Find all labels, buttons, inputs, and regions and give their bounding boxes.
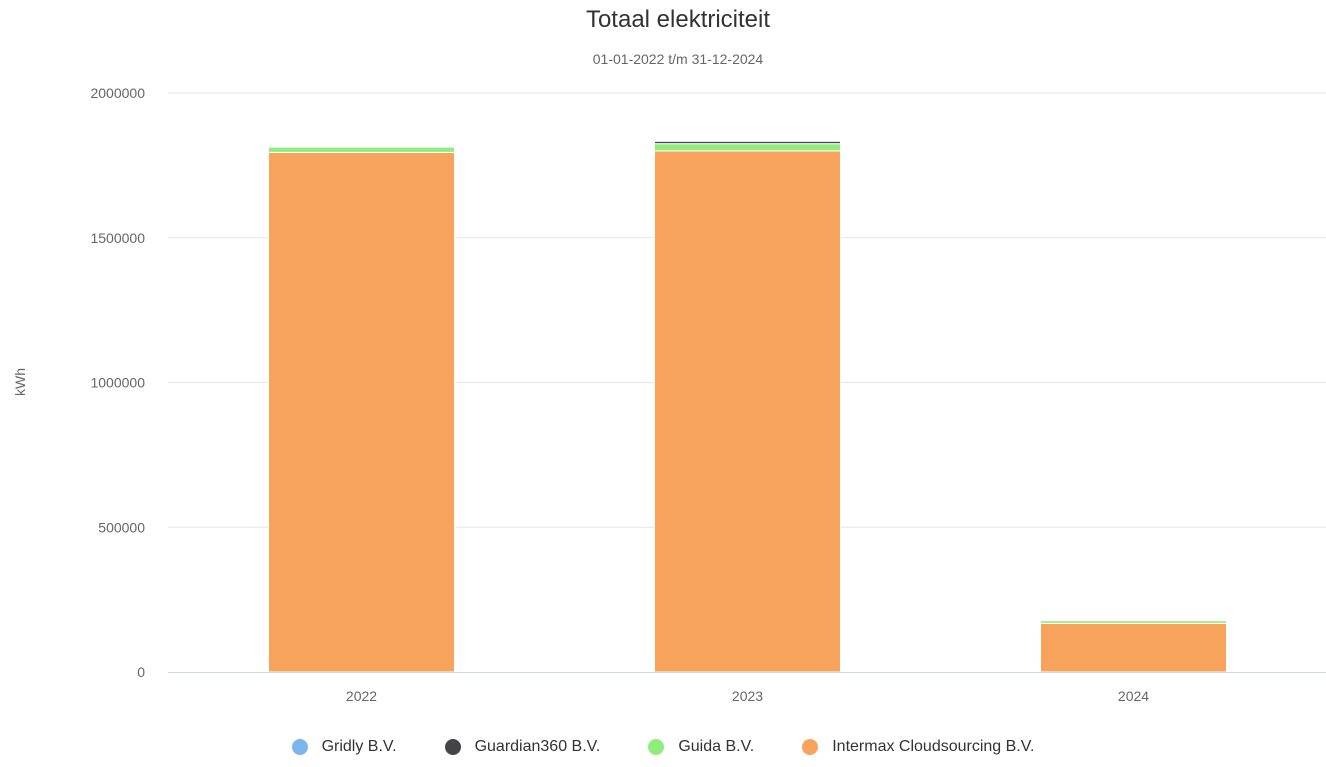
chart-subtitle: 01-01-2022 t/m 31-12-2024 <box>592 51 764 67</box>
y-axis-ticks: 0 500000 1000000 1500000 2000000 <box>90 85 145 680</box>
bar-segment[interactable] <box>654 140 841 145</box>
legend-item[interactable]: Intermax Cloudsourcing B.V. <box>802 738 1034 756</box>
chart-title: Totaal elektriciteit <box>585 6 771 33</box>
y-tick-label: 1500000 <box>90 230 145 246</box>
bar-segment[interactable] <box>268 151 455 673</box>
y-tick-label: 1000000 <box>90 375 145 391</box>
bar-segment[interactable] <box>1040 620 1227 624</box>
legend-marker <box>802 739 819 755</box>
x-axis-ticks: 2022 2023 2024 <box>346 688 1149 704</box>
bar-segment[interactable] <box>654 143 841 152</box>
x-tick-label: 2022 <box>346 688 377 704</box>
bar-segment[interactable] <box>268 146 455 153</box>
legend-label: Guida B.V. <box>678 738 755 755</box>
y-tick-label: 2000000 <box>90 85 145 101</box>
y-tick-label: 0 <box>137 664 145 680</box>
legend-marker <box>291 739 308 755</box>
legend-label: Gridly B.V. <box>321 738 397 755</box>
y-tick-label: 500000 <box>98 519 145 535</box>
legend-item[interactable]: Guida B.V. <box>648 738 754 756</box>
legend-label: Intermax Cloudsourcing B.V. <box>832 738 1035 755</box>
legend-item[interactable]: Gridly B.V. <box>291 738 397 756</box>
bar-segment[interactable] <box>1040 622 1227 673</box>
legend: Gridly B.V. Guardian360 B.V. Guida B.V. Int… <box>0 738 1326 756</box>
x-tick-label: 2024 <box>1118 688 1149 704</box>
bars <box>268 140 1227 673</box>
legend-marker <box>444 739 461 755</box>
legend-item[interactable]: Guardian360 B.V. <box>444 738 601 756</box>
legend-label: Guardian360 B.V. <box>474 738 601 755</box>
x-tick-label: 2023 <box>732 688 763 704</box>
bar-segment[interactable] <box>654 150 841 673</box>
legend-marker <box>648 739 665 755</box>
